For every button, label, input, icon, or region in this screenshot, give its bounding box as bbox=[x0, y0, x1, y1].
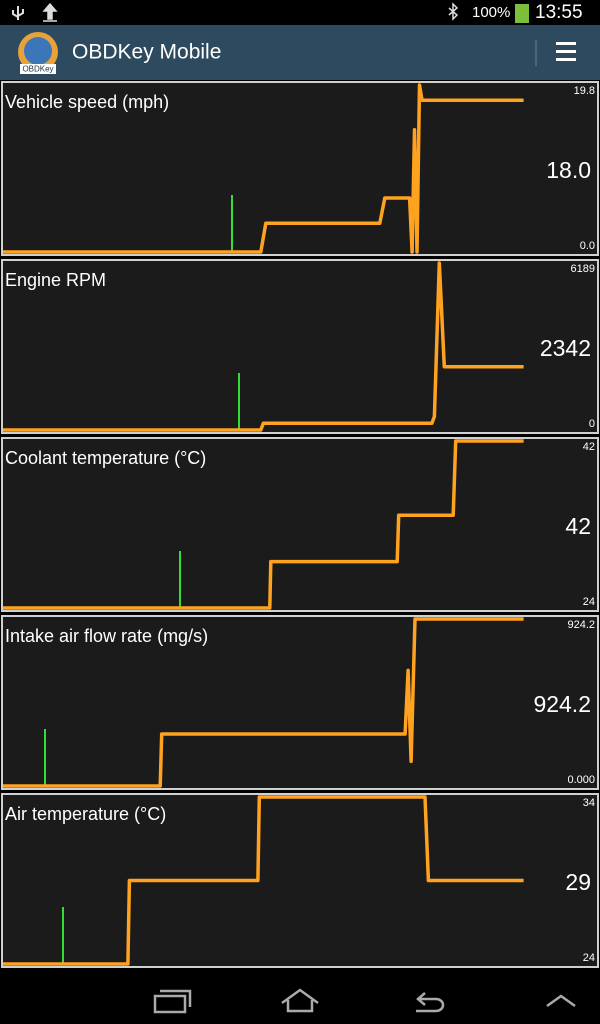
logo-plate bbox=[20, 64, 56, 74]
menu-bar bbox=[556, 58, 576, 61]
y-tick-label: 0.000 bbox=[567, 774, 595, 786]
y-tick-label: 0.0 bbox=[580, 240, 595, 252]
y-tick-label: 924.2 bbox=[567, 619, 595, 631]
y-tick-label: 19.8 bbox=[574, 85, 595, 97]
current-value: 18.0 bbox=[546, 157, 591, 183]
panel-title: Vehicle speed (mph) bbox=[5, 92, 169, 112]
y-tick-label: 24 bbox=[583, 952, 595, 964]
panel bbox=[1, 793, 599, 968]
app-bar: OBDKey OBDKey Mobile bbox=[0, 25, 600, 80]
menu-button[interactable] bbox=[556, 42, 576, 61]
current-value: 29 bbox=[565, 869, 591, 895]
trace bbox=[3, 617, 524, 788]
y-tick-label: 0 bbox=[589, 418, 595, 430]
battery-icon bbox=[515, 4, 529, 23]
app-bar-bg bbox=[0, 25, 600, 80]
panel bbox=[1, 615, 599, 790]
trace bbox=[3, 795, 524, 966]
recent-icon-back bbox=[160, 989, 192, 1007]
y-tick-label: 42 bbox=[583, 441, 595, 453]
current-value: 2342 bbox=[540, 335, 591, 361]
logo-text: OBDKey bbox=[22, 65, 53, 74]
up-button[interactable] bbox=[546, 994, 576, 1008]
y-tick-label: 34 bbox=[583, 797, 595, 809]
current-value: 924.2 bbox=[533, 691, 591, 717]
panel-title: Intake air flow rate (mg/s) bbox=[5, 626, 208, 646]
back-button[interactable] bbox=[416, 992, 445, 1013]
nav-bar bbox=[153, 988, 576, 1014]
menu-bar bbox=[556, 42, 576, 45]
bluetooth-icon bbox=[448, 2, 459, 21]
trace bbox=[3, 83, 524, 254]
panel-title: Engine RPM bbox=[5, 270, 106, 290]
app-title: OBDKey Mobile bbox=[72, 41, 221, 64]
usb-icon bbox=[12, 6, 24, 20]
upload-icon bbox=[42, 2, 58, 22]
panel bbox=[1, 81, 599, 256]
menu-bar bbox=[556, 50, 576, 53]
trace bbox=[3, 439, 524, 610]
panel-title: Air temperature (°C) bbox=[5, 804, 166, 824]
y-tick-label: 24 bbox=[583, 596, 595, 608]
panel bbox=[1, 259, 599, 434]
panel bbox=[1, 437, 599, 612]
y-tick-label: 6189 bbox=[571, 263, 595, 275]
logo-inner bbox=[24, 37, 52, 65]
panels: Vehicle speed (mph) 0.0 19.8 18.0 Engine RPM… bbox=[1, 81, 599, 968]
home-button[interactable] bbox=[281, 988, 319, 1013]
current-value: 42 bbox=[565, 513, 591, 539]
recent-icon bbox=[153, 994, 187, 1014]
status-bar: 100% 13:55 bbox=[12, 2, 583, 23]
panel-title: Coolant temperature (°C) bbox=[5, 448, 206, 468]
battery-text: 100% bbox=[472, 4, 510, 21]
trace bbox=[3, 261, 524, 432]
recent-apps-button[interactable] bbox=[153, 989, 192, 1014]
clock: 13:55 bbox=[535, 2, 583, 23]
